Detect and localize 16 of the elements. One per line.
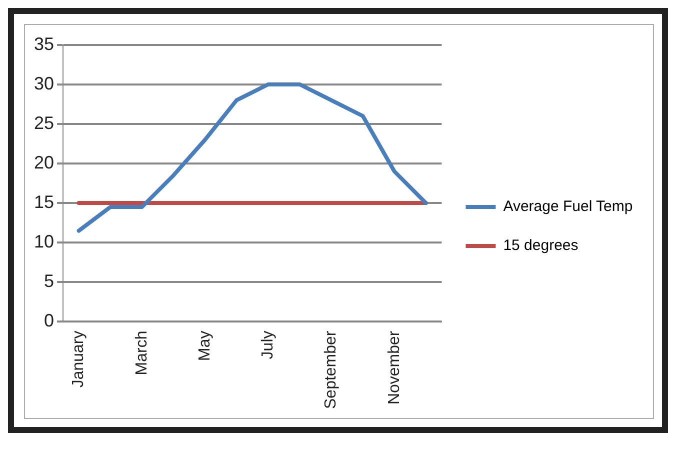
y-tick-label: 0 — [44, 310, 54, 331]
y-tick-label: 10 — [34, 232, 54, 252]
x-tick-label: September — [322, 330, 340, 409]
y-tick-label: 20 — [34, 152, 54, 172]
x-tick-label: July — [260, 330, 277, 360]
legend-label: 15 degrees — [503, 237, 578, 254]
y-tick-label: 15 — [34, 192, 54, 212]
y-tick-label: 35 — [34, 34, 54, 54]
x-tick-label: May — [196, 330, 214, 361]
x-tick-label: November — [386, 330, 403, 405]
legend-label: Average Fuel Temp — [503, 198, 633, 216]
y-tick-label: 30 — [34, 73, 54, 94]
y-tick-label: 25 — [34, 112, 54, 133]
x-tick-label: January — [70, 330, 88, 388]
y-tick-label: 5 — [44, 271, 54, 292]
x-tick-label: March — [133, 330, 150, 376]
